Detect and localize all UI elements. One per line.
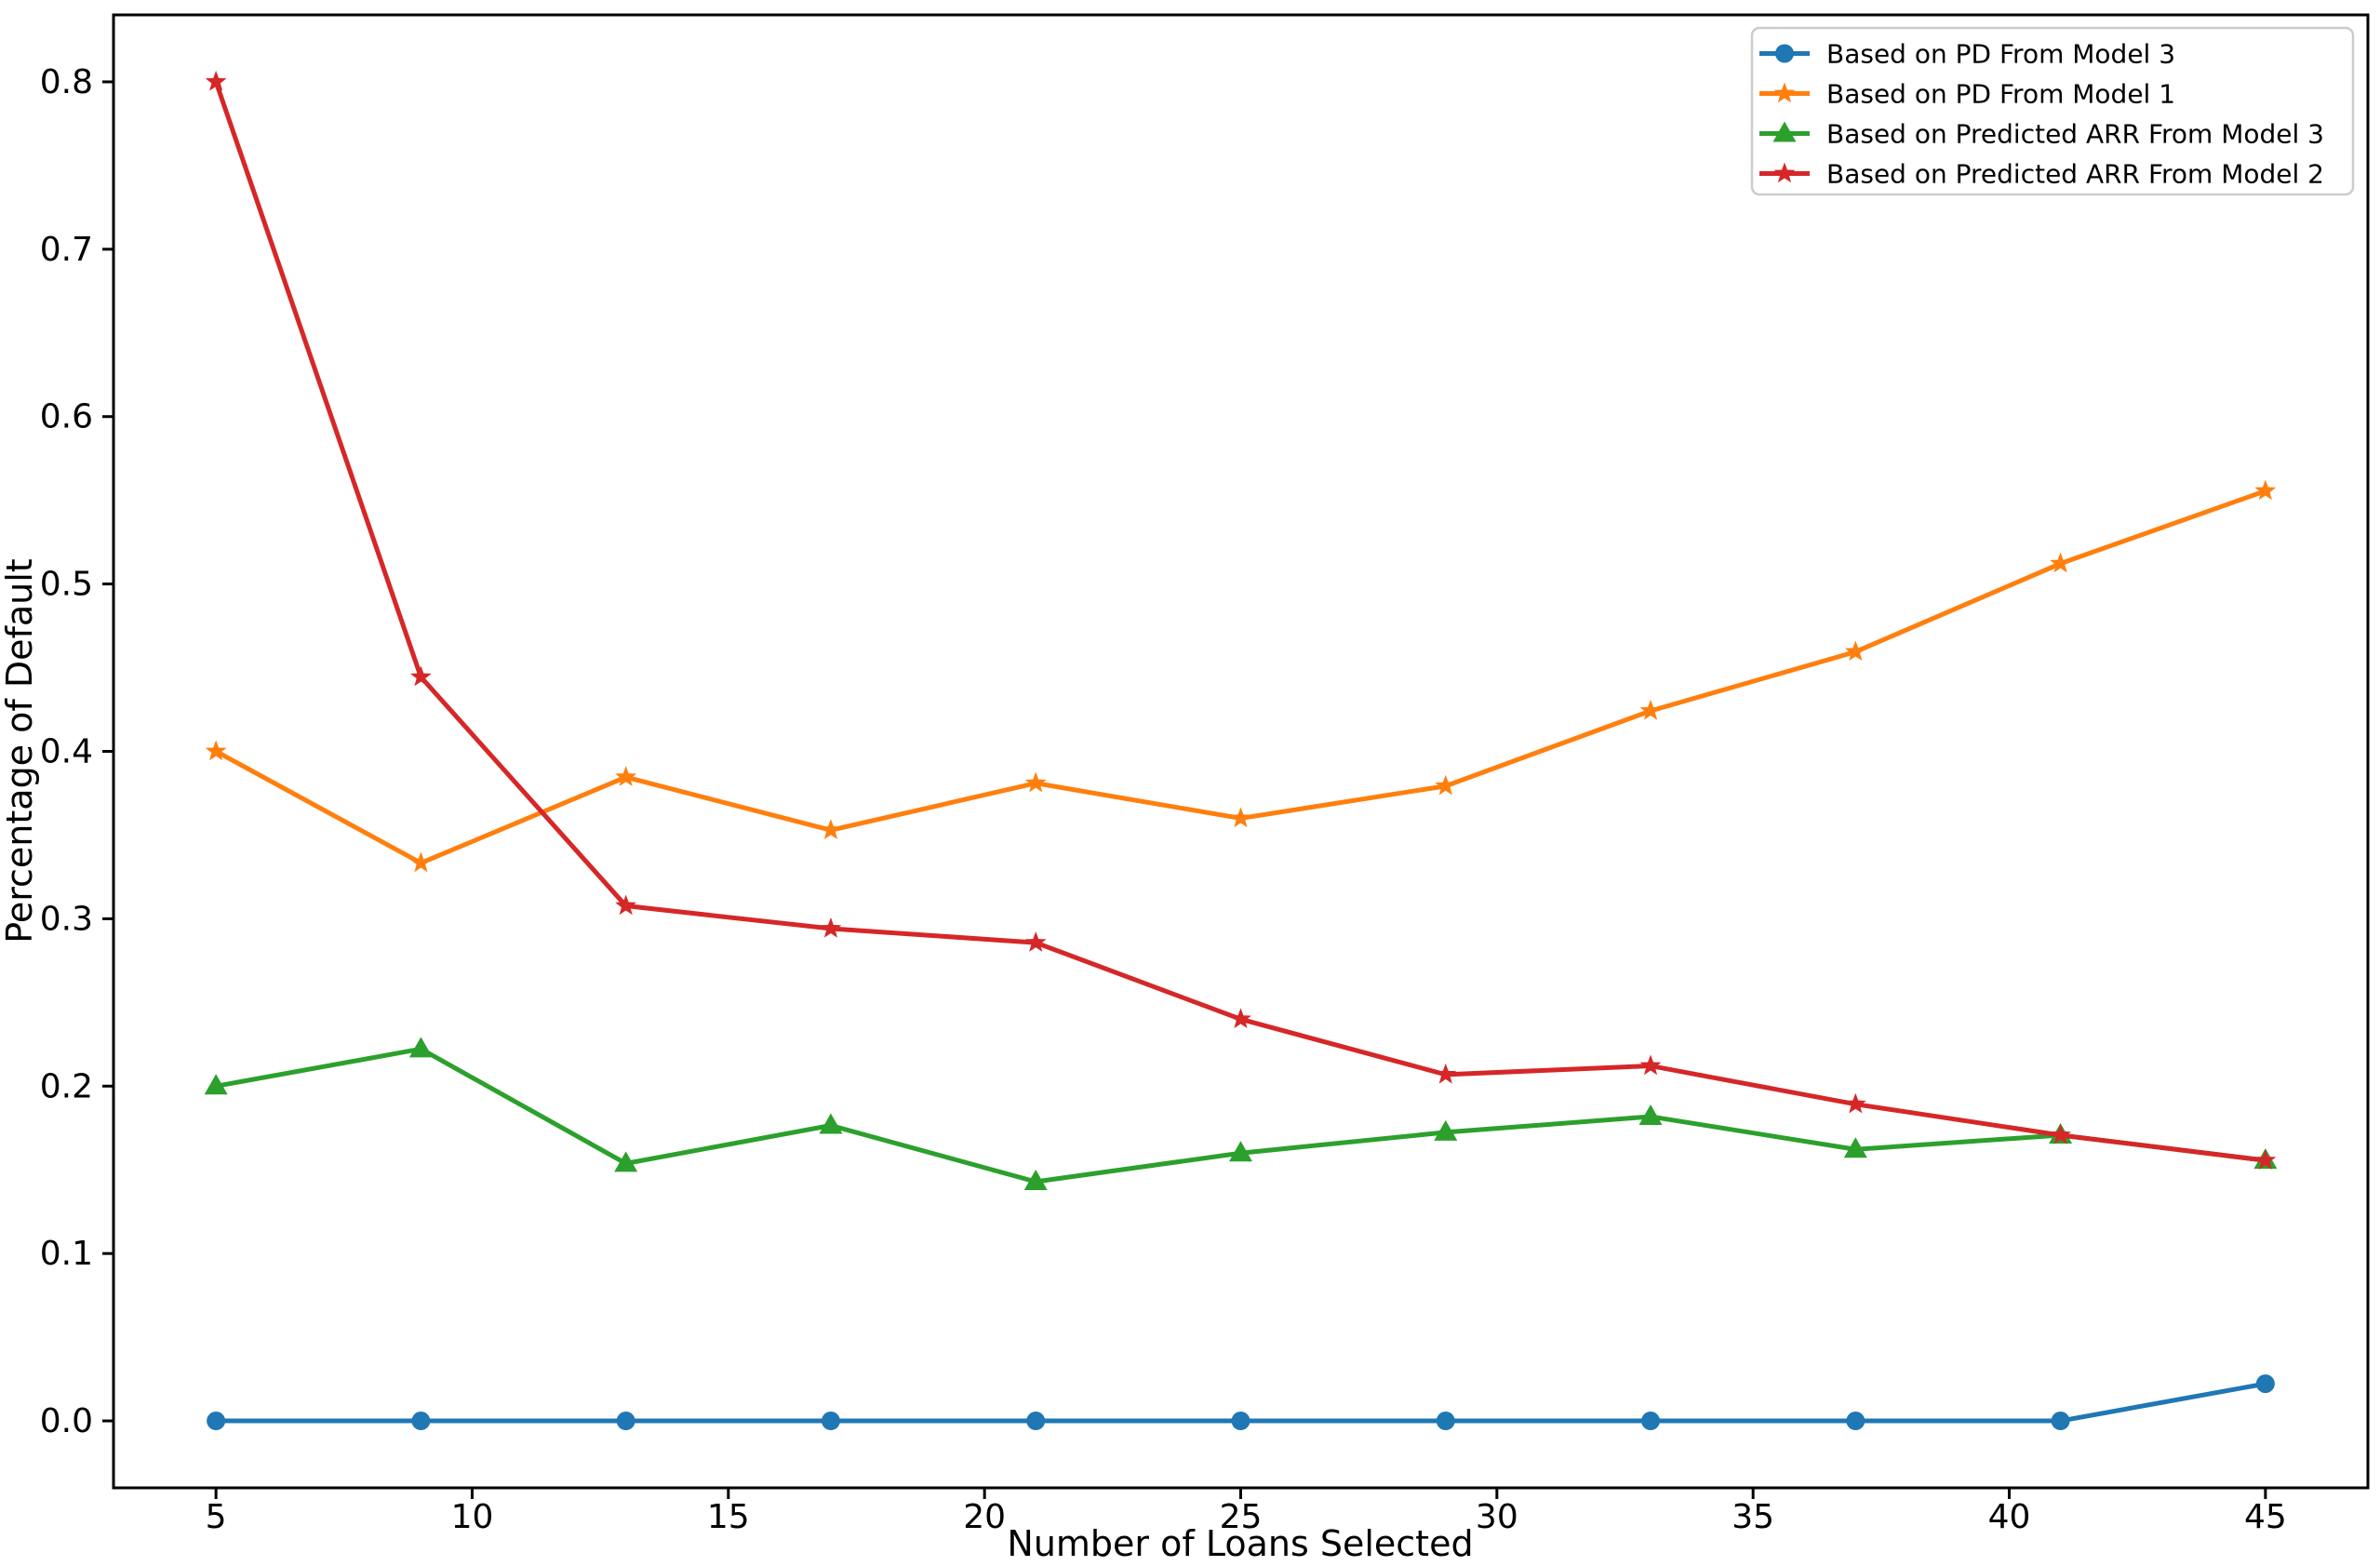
circle-marker	[1026, 1412, 1046, 1431]
x-tick-label: 45	[2244, 1498, 2287, 1536]
circle-marker	[1436, 1412, 1455, 1431]
x-tick-label: 5	[206, 1498, 227, 1536]
x-axis-label: Number of Loans Selected	[1007, 1523, 1473, 1564]
circle-marker	[2255, 1374, 2275, 1394]
x-tick-label: 40	[1988, 1498, 2031, 1536]
legend: Based on PD From Model 3 Based on PD From…	[1750, 26, 2355, 196]
y-tick-label: 0.0	[40, 1402, 93, 1440]
circle-marker	[207, 1412, 226, 1431]
x-tick-label: 10	[451, 1498, 494, 1536]
star-marker	[2050, 552, 2072, 573]
star-marker	[820, 819, 842, 839]
triangle-marker	[1843, 1137, 1867, 1158]
circle-marker	[1231, 1412, 1250, 1431]
star-marker	[615, 894, 637, 916]
triangle-marker	[1638, 1104, 1663, 1126]
star-marker	[409, 851, 432, 873]
legend-item-label: Based on Predicted ARR From Model 2	[1826, 159, 2324, 190]
star-marker	[1639, 1054, 1662, 1076]
star-marker	[1773, 82, 1796, 103]
series-3	[205, 70, 2277, 1170]
y-tick-label: 0.8	[40, 63, 93, 101]
star-marker	[615, 766, 637, 786]
circle-marker	[1641, 1412, 1661, 1431]
y-tick-label: 0.1	[40, 1235, 93, 1273]
legend-item: Based on Predicted ARR From Model 3	[1759, 119, 2324, 150]
legend-item-label: Based on PD From Model 3	[1826, 39, 2175, 70]
x-tick-label: 20	[963, 1498, 1006, 1536]
star-marker	[1024, 931, 1047, 952]
x-tick-label: 35	[1732, 1498, 1774, 1536]
star-marker	[409, 665, 432, 687]
star-marker	[2254, 1149, 2277, 1170]
y-tick-label: 0.4	[40, 733, 93, 771]
y-tick-label: 0.3	[40, 900, 93, 938]
circle-marker	[1775, 44, 1794, 63]
star-marker	[820, 917, 842, 938]
triangle-marker	[1772, 121, 1797, 142]
triangle-marker	[1023, 1169, 1048, 1190]
legend-item: Based on PD From Model 3	[1759, 39, 2175, 70]
star-marker	[1639, 699, 1662, 720]
plot-layer: 5 10 15 20 25 30 35 40 450.00.10.20.30.40.50.60.…	[40, 13, 2370, 1536]
star-marker	[1773, 162, 1796, 183]
star-marker	[1435, 1063, 1457, 1084]
series-1	[205, 479, 2277, 873]
star-marker	[1844, 640, 1866, 662]
star-marker	[1024, 771, 1047, 793]
star-marker	[205, 70, 227, 91]
series-line	[213, 79, 2268, 1163]
y-tick-label: 0.5	[40, 566, 93, 604]
legend-item-label: Based on PD From Model 1	[1826, 79, 2175, 110]
axes-frame	[112, 13, 2370, 1490]
legend-box	[1750, 26, 2355, 196]
star-marker	[1230, 1008, 1251, 1029]
triangle-marker	[204, 1074, 228, 1095]
star-marker	[1844, 1092, 1866, 1114]
y-tick-label: 0.2	[40, 1067, 93, 1105]
star-marker	[2254, 479, 2277, 501]
circle-marker	[616, 1412, 635, 1431]
y-axis-ticks: 0.0 0.1 0.2 0.3 0.4 0.5 0.6 0.7 0.8	[40, 63, 114, 1440]
circle-marker	[2051, 1412, 2070, 1431]
y-tick-label: 0.7	[40, 231, 93, 269]
triangle-marker	[819, 1113, 843, 1134]
circle-marker	[1846, 1412, 1865, 1431]
star-marker	[205, 740, 227, 761]
triangle-marker	[1229, 1141, 1252, 1162]
series-line	[213, 1046, 2268, 1185]
triangle-marker	[614, 1151, 638, 1172]
legend-item-label: Based on Predicted ARR From Model 3	[1826, 119, 2324, 150]
x-tick-label: 25	[1220, 1498, 1263, 1536]
legend-item: Based on PD From Model 1	[1759, 79, 2175, 110]
y-axis-label: Percentage of Default	[0, 558, 40, 943]
star-marker	[1435, 774, 1457, 796]
x-axis-ticks: 5 10 15 20 25 30 35 40 45	[206, 1488, 2287, 1536]
legend-item: Based on Predicted ARR From Model 2	[1759, 159, 2324, 190]
series-0	[207, 1374, 2275, 1431]
star-marker	[1230, 807, 1251, 828]
triangle-marker	[1434, 1119, 1458, 1141]
y-tick-label: 0.6	[40, 398, 93, 436]
circle-marker	[821, 1412, 840, 1431]
star-marker	[2050, 1123, 2072, 1144]
x-tick-label: 30	[1476, 1498, 1518, 1536]
triangle-marker	[408, 1037, 433, 1058]
x-tick-label: 15	[707, 1498, 750, 1536]
series-2	[204, 1037, 2278, 1190]
circle-marker	[411, 1412, 431, 1431]
